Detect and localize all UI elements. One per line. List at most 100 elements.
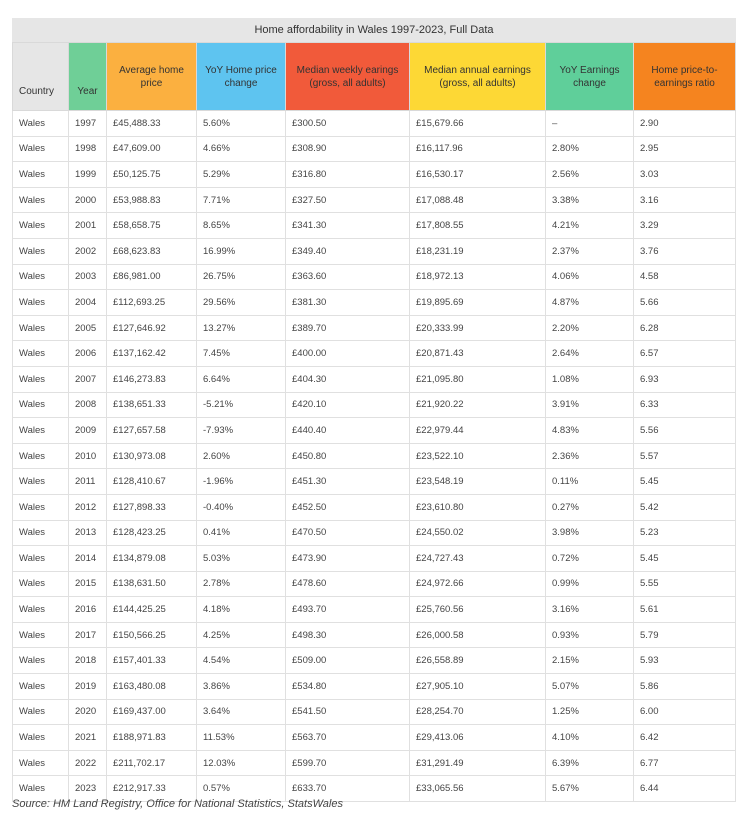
cell-year: 2022 xyxy=(68,749,107,777)
table-row: Wales 2018 £157,401.33 4.54% £509.00 £26,558.… xyxy=(12,647,736,675)
cell-median-annual-earnings: £23,610.80 xyxy=(409,493,546,521)
cell-price-to-earnings-ratio: 6.57 xyxy=(633,340,736,367)
cell-median-annual-earnings: £23,548.19 xyxy=(409,468,546,495)
cell-median-weekly-earnings: £473.90 xyxy=(285,545,410,572)
cell-average-home-price: £138,631.50 xyxy=(106,570,197,598)
table-row: Wales 2011 £128,410.67 -1.96% £451.30 £23,548… xyxy=(12,468,736,495)
cell-price-to-earnings-ratio: 2.95 xyxy=(633,135,736,163)
cell-yoy-home-price-change: 4.18% xyxy=(196,596,286,623)
cell-country: Wales xyxy=(12,186,69,214)
cell-country: Wales xyxy=(12,110,69,137)
cell-median-weekly-earnings: £450.80 xyxy=(285,442,410,470)
header-yoy-home-price-change: YoY Home price change xyxy=(196,42,286,111)
cell-yoy-earnings-change: 3.91% xyxy=(545,391,634,419)
cell-median-weekly-earnings: £633.70 xyxy=(285,775,410,803)
cell-year: 2010 xyxy=(68,442,107,470)
cell-median-annual-earnings: £23,522.10 xyxy=(409,442,546,470)
table-row: Wales 2009 £127,657.58 -7.93% £440.40 £22,979… xyxy=(12,417,736,444)
cell-median-weekly-earnings: £381.30 xyxy=(285,289,410,316)
cell-yoy-earnings-change: – xyxy=(545,110,634,137)
header-price-to-earnings-ratio: Home price-to-earnings ratio xyxy=(633,42,736,111)
table-row: Wales 1997 £45,488.33 5.60% £300.50 £15,679.6… xyxy=(12,110,736,137)
cell-median-annual-earnings: £16,117.96 xyxy=(409,135,546,163)
cell-price-to-earnings-ratio: 6.77 xyxy=(633,749,736,777)
cell-country: Wales xyxy=(12,596,69,623)
cell-country: Wales xyxy=(12,749,69,777)
cell-average-home-price: £134,879.08 xyxy=(106,545,197,572)
affordability-table: Home affordability in Wales 1997-2023, F… xyxy=(12,18,736,803)
cell-yoy-home-price-change: 26.75% xyxy=(196,263,286,291)
cell-year: 2019 xyxy=(68,673,107,700)
cell-year: 2017 xyxy=(68,621,107,649)
cell-yoy-earnings-change: 0.99% xyxy=(545,570,634,598)
cell-yoy-earnings-change: 2.80% xyxy=(545,135,634,163)
cell-yoy-home-price-change: 12.03% xyxy=(196,749,286,777)
cell-average-home-price: £86,981.00 xyxy=(106,263,197,291)
header-year: Year xyxy=(68,42,107,111)
cell-year: 2012 xyxy=(68,493,107,521)
cell-country: Wales xyxy=(12,519,69,547)
cell-average-home-price: £47,609.00 xyxy=(106,135,197,163)
table-row: Wales 2008 £138,651.33 -5.21% £420.10 £21,920… xyxy=(12,391,736,419)
cell-yoy-earnings-change: 0.27% xyxy=(545,493,634,521)
table-row: Wales 2005 £127,646.92 13.27% £389.70 £20,333… xyxy=(12,314,736,342)
cell-median-weekly-earnings: £534.80 xyxy=(285,673,410,700)
header-yoy-earnings-change: YoY Earnings change xyxy=(545,42,634,111)
table-row: Wales 2022 £211,702.17 12.03% £599.70 £31,291… xyxy=(12,749,736,777)
table-row: Wales 1999 £50,125.75 5.29% £316.80 £16,530.1… xyxy=(12,161,736,188)
cell-yoy-home-price-change: 16.99% xyxy=(196,237,286,265)
cell-year: 2004 xyxy=(68,289,107,316)
cell-median-annual-earnings: £18,972.13 xyxy=(409,263,546,291)
header-median-annual-earnings: Median annual earnings (gross, all adult… xyxy=(409,42,546,111)
cell-price-to-earnings-ratio: 4.58 xyxy=(633,263,736,291)
cell-median-annual-earnings: £28,254.70 xyxy=(409,698,546,726)
cell-country: Wales xyxy=(12,647,69,675)
table-row: Wales 2023 £212,917.33 0.57% £633.70 £33,065.… xyxy=(12,775,736,803)
table-row: Wales 2003 £86,981.00 26.75% £363.60 £18,972.… xyxy=(12,263,736,291)
table-caption: Home affordability in Wales 1997-2023, F… xyxy=(12,18,736,42)
cell-country: Wales xyxy=(12,391,69,419)
cell-country: Wales xyxy=(12,673,69,700)
table-row: Wales 2020 £169,437.00 3.64% £541.50 £28,254.… xyxy=(12,698,736,726)
cell-average-home-price: £127,898.33 xyxy=(106,493,197,521)
cell-average-home-price: £53,988.83 xyxy=(106,186,197,214)
cell-year: 2005 xyxy=(68,314,107,342)
cell-year: 2009 xyxy=(68,417,107,444)
table-row: Wales 2016 £144,425.25 4.18% £493.70 £25,760.… xyxy=(12,596,736,623)
cell-year: 2000 xyxy=(68,186,107,214)
cell-price-to-earnings-ratio: 6.33 xyxy=(633,391,736,419)
table-body: Wales 1997 £45,488.33 5.60% £300.50 £15,679.6… xyxy=(12,110,736,803)
cell-average-home-price: £128,410.67 xyxy=(106,468,197,495)
cell-price-to-earnings-ratio: 6.28 xyxy=(633,314,736,342)
cell-median-weekly-earnings: £470.50 xyxy=(285,519,410,547)
cell-average-home-price: £112,693.25 xyxy=(106,289,197,316)
cell-year: 1997 xyxy=(68,110,107,137)
table-row: Wales 2015 £138,631.50 2.78% £478.60 £24,972.… xyxy=(12,570,736,598)
cell-country: Wales xyxy=(12,570,69,598)
cell-yoy-home-price-change: 6.64% xyxy=(196,365,286,393)
table-row: Wales 2019 £163,480.08 3.86% £534.80 £27,905.… xyxy=(12,673,736,700)
header-average-home-price: Average home price xyxy=(106,42,197,111)
cell-median-annual-earnings: £24,727.43 xyxy=(409,545,546,572)
cell-price-to-earnings-ratio: 6.44 xyxy=(633,775,736,803)
cell-year: 2008 xyxy=(68,391,107,419)
cell-price-to-earnings-ratio: 5.45 xyxy=(633,545,736,572)
cell-year: 2018 xyxy=(68,647,107,675)
cell-median-weekly-earnings: £451.30 xyxy=(285,468,410,495)
cell-price-to-earnings-ratio: 3.16 xyxy=(633,186,736,214)
cell-year: 2011 xyxy=(68,468,107,495)
table-row: Wales 2013 £128,423.25 0.41% £470.50 £24,550.… xyxy=(12,519,736,547)
cell-yoy-home-price-change: 29.56% xyxy=(196,289,286,316)
cell-country: Wales xyxy=(12,417,69,444)
cell-median-weekly-earnings: £363.60 xyxy=(285,263,410,291)
cell-year: 2021 xyxy=(68,724,107,751)
cell-median-weekly-earnings: £400.00 xyxy=(285,340,410,367)
table-row: Wales 2012 £127,898.33 -0.40% £452.50 £23,610… xyxy=(12,493,736,521)
cell-yoy-earnings-change: 1.25% xyxy=(545,698,634,726)
cell-price-to-earnings-ratio: 2.90 xyxy=(633,110,736,137)
header-country: Country xyxy=(12,42,69,111)
cell-yoy-earnings-change: 6.39% xyxy=(545,749,634,777)
cell-median-annual-earnings: £21,920.22 xyxy=(409,391,546,419)
cell-yoy-earnings-change: 2.64% xyxy=(545,340,634,367)
cell-median-weekly-earnings: £478.60 xyxy=(285,570,410,598)
